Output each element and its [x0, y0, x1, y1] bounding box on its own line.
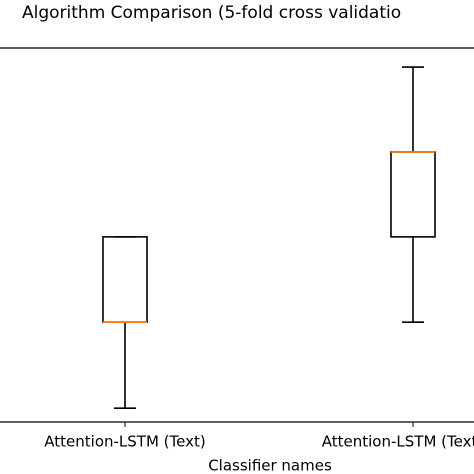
x-axis-label: Classifier names: [208, 457, 332, 474]
box: [390, 151, 436, 238]
x-tick-label: Attention-LSTM (Text+ 1: [322, 433, 474, 451]
chart-title: Algorithm Comparison (5-fold cross valid…: [22, 3, 401, 23]
box: [102, 236, 148, 323]
x-tick-label: Attention-LSTM (Text): [44, 433, 205, 451]
